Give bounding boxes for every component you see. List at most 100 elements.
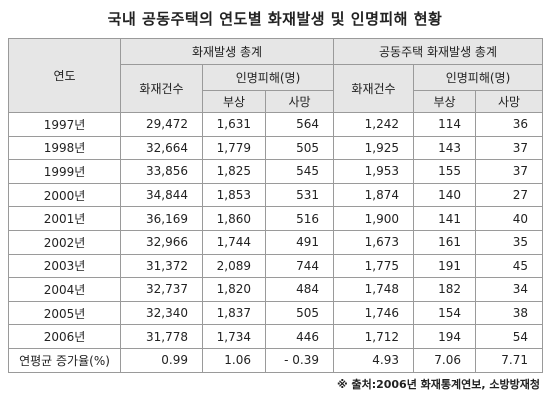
table-cell: 32,737 bbox=[120, 277, 203, 302]
table-cell: 1,853 bbox=[202, 182, 266, 208]
header-cell: 부상 bbox=[202, 90, 266, 113]
table-cell: 1,673 bbox=[333, 229, 414, 255]
table-row: 2003년 31,372 2,089 744 1,775 191 45 bbox=[8, 253, 544, 279]
header-cell: 화재건수 bbox=[333, 64, 414, 113]
table-cell: 505 bbox=[265, 300, 334, 326]
table-cell: 34 bbox=[474, 277, 544, 302]
table-cell: 4.93 bbox=[333, 347, 414, 373]
header-cell: 사망 bbox=[474, 90, 544, 113]
table-cell: 1,779 bbox=[202, 135, 266, 161]
table-cell: 0.99 bbox=[120, 347, 203, 373]
table-cell: 34,844 bbox=[120, 182, 203, 208]
row-label: 2004년 bbox=[8, 277, 121, 302]
table-cell: 31,372 bbox=[120, 253, 203, 279]
table-cell: 140 bbox=[413, 182, 476, 208]
table-cell: 1,825 bbox=[202, 159, 266, 184]
table-cell: 45 bbox=[474, 253, 544, 279]
table-cell: 744 bbox=[265, 253, 334, 279]
header-cell: 연도 bbox=[8, 38, 121, 113]
row-label: 2000년 bbox=[8, 182, 121, 208]
row-label: 2003년 bbox=[8, 253, 121, 279]
table-cell: 1,860 bbox=[202, 206, 266, 231]
header-cell: 공동주택 화재발생 총계 bbox=[332, 38, 544, 65]
table-row: 연평균 증가율(%) 0.99 1.06- 0.39 4.93 7.06 7.71 bbox=[8, 347, 544, 373]
table-cell: 1.06 bbox=[202, 347, 266, 373]
table-cell: - 0.39 bbox=[265, 347, 334, 373]
table-cell: 1,746 bbox=[333, 300, 414, 326]
table-cell: 1,820 bbox=[202, 277, 266, 302]
table-cell: 141 bbox=[413, 206, 476, 231]
table-cell: 1,242 bbox=[333, 112, 414, 137]
table-cell: 36 bbox=[474, 112, 544, 137]
table-row: 2004년 32,737 1,820 484 1,748 182 34 bbox=[8, 277, 544, 302]
table-cell: 29,472 bbox=[120, 112, 203, 137]
table-cell: 191 bbox=[413, 253, 476, 279]
table-cell: 37 bbox=[474, 159, 544, 184]
source-note: ※ 출처:2006년 화재통계연보, 소방방재청 bbox=[336, 378, 540, 391]
table-cell: 32,340 bbox=[120, 300, 203, 326]
table-row: 2002년 32,966 1,744 491 1,673 161 35 bbox=[8, 229, 544, 255]
table-row: 1998년 32,664 1,779 505 1,925 143 37 bbox=[8, 135, 544, 161]
table-cell: 1,874 bbox=[333, 182, 414, 208]
row-label: 연평균 증가율(%) bbox=[8, 347, 121, 373]
table-cell: 32,966 bbox=[120, 229, 203, 255]
table-cell: 2,089 bbox=[202, 253, 266, 279]
table-row: 1999년 33,856 1,825 545 1,953 155 37 bbox=[8, 159, 544, 184]
table-cell: 32,664 bbox=[120, 135, 203, 161]
table-cell: 33,856 bbox=[120, 159, 203, 184]
table-cell: 1,953 bbox=[333, 159, 414, 184]
row-label: 1997년 bbox=[8, 112, 121, 137]
table-row: 2005년 32,340 1,837 505 1,746 154 38 bbox=[8, 300, 544, 326]
header-cell: 인명피해(명) bbox=[412, 64, 544, 91]
table-cell: 161 bbox=[413, 229, 476, 255]
table-cell: 491 bbox=[265, 229, 334, 255]
row-label: 1999년 bbox=[8, 159, 121, 184]
header-cell: 화재건수 bbox=[120, 64, 203, 113]
table-cell: 505 bbox=[265, 135, 334, 161]
header-cell: 화재발생 총계 bbox=[120, 38, 334, 65]
table-cell: 154 bbox=[413, 300, 476, 326]
table-cell: 7.06 bbox=[413, 347, 476, 373]
table-cell: 38 bbox=[474, 300, 544, 326]
table-cell: 40 bbox=[474, 206, 544, 231]
table-cell: 114 bbox=[413, 112, 476, 137]
row-label: 2001년 bbox=[8, 206, 121, 231]
table-cell: 446 bbox=[265, 324, 334, 349]
table-row: 1997년 29,472 1,631 564 1,242 114 36 bbox=[8, 112, 544, 137]
table-body: 1997년 29,472 1,631 564 1,242 114 36 1998년 32,664… bbox=[8, 112, 544, 373]
table-cell: 194 bbox=[413, 324, 476, 349]
row-label: 2002년 bbox=[8, 229, 121, 255]
row-label: 1998년 bbox=[8, 135, 121, 161]
table-cell: 54 bbox=[474, 324, 544, 349]
table-cell: 182 bbox=[413, 277, 476, 302]
table-cell: 531 bbox=[265, 182, 334, 208]
title: 국내 공동주택의 연도별 화재발생 및 인명피해 현황 bbox=[107, 10, 443, 28]
row-label: 2005년 bbox=[8, 300, 121, 326]
table-cell: 516 bbox=[265, 206, 334, 231]
table-cell: 27 bbox=[474, 182, 544, 208]
table-row: 2000년 34,844 1,853 531 1,874 140 27 bbox=[8, 182, 544, 208]
table-cell: 1,712 bbox=[333, 324, 414, 349]
table-cell: 1,925 bbox=[333, 135, 414, 161]
table-cell: 7.71 bbox=[474, 347, 544, 373]
table-cell: 35 bbox=[474, 229, 544, 255]
table-cell: 1,837 bbox=[202, 300, 266, 326]
table-cell: 155 bbox=[413, 159, 476, 184]
table-cell: 143 bbox=[413, 135, 476, 161]
table-cell: 564 bbox=[265, 112, 334, 137]
table-cell: 1,744 bbox=[202, 229, 266, 255]
table-cell: 1,748 bbox=[333, 277, 414, 302]
table-cell: 36,169 bbox=[120, 206, 203, 231]
table-cell: 31,778 bbox=[120, 324, 203, 349]
table-cell: 1,775 bbox=[333, 253, 414, 279]
table-cell: 37 bbox=[474, 135, 544, 161]
table-cell: 484 bbox=[265, 277, 334, 302]
table-cell: 1,900 bbox=[333, 206, 414, 231]
header-cell: 인명피해(명) bbox=[202, 64, 334, 91]
table-cell: 1,734 bbox=[202, 324, 266, 349]
header-cell: 사망 bbox=[265, 90, 334, 113]
data-table: 연도 화재발생 총계 공동주택 화재발생 총계 화재건수 인명피해(명) 화재건… bbox=[8, 38, 544, 373]
table-cell: 545 bbox=[265, 159, 334, 184]
table-row: 2001년 36,169 1,860 516 1,900 141 40 bbox=[8, 206, 544, 231]
